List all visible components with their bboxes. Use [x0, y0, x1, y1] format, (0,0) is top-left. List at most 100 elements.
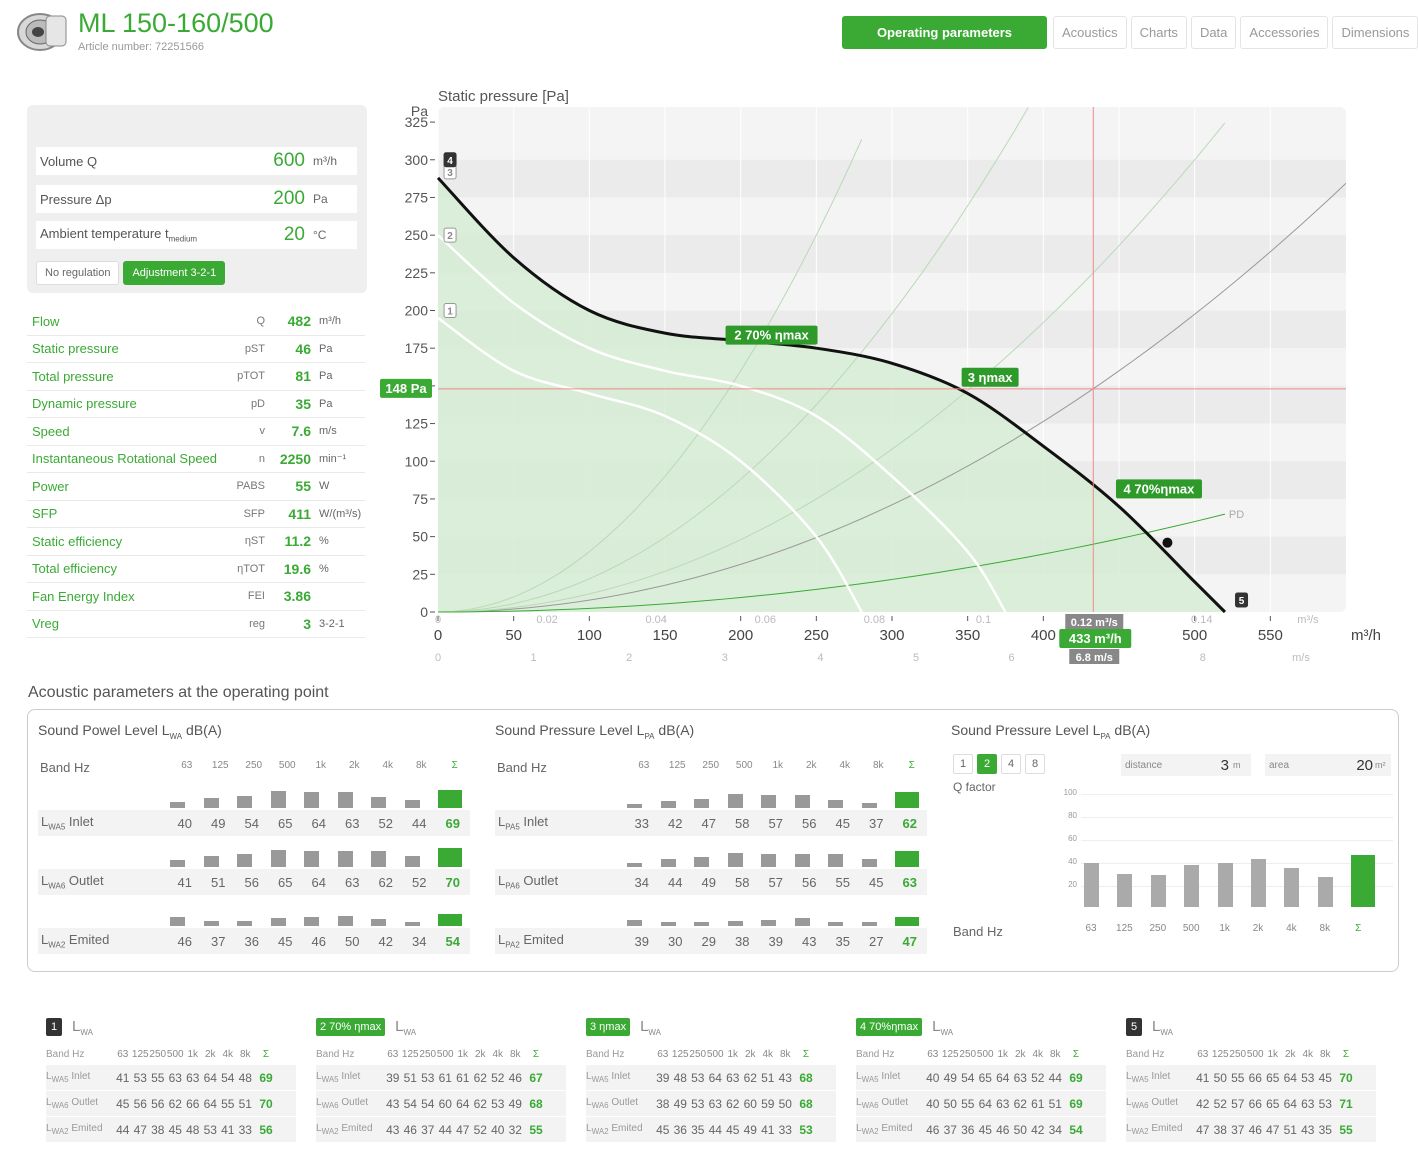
- curve-point-row: LWA6 Outlet 42 52 57 66 65 64 63 53 71: [1126, 1091, 1376, 1117]
- distance-field[interactable]: distance 3 m: [1121, 754, 1251, 776]
- y-tick-label: 75: [412, 491, 428, 507]
- band-label: 63: [181, 760, 193, 771]
- ambient-value[interactable]: 20: [283, 224, 305, 245]
- band-value: 54: [403, 1096, 417, 1111]
- curve-point-row: LWA2 Emited 45 36 35 44 45 49 41 33 53: [586, 1117, 836, 1143]
- param-symbol: PABS: [236, 480, 265, 493]
- band-value: 53: [1318, 1096, 1332, 1111]
- tab-accessories[interactable]: Accessories: [1240, 16, 1329, 49]
- q-factor-option[interactable]: 4: [1001, 754, 1021, 774]
- curve-point-header: 5 LWA: [1126, 1015, 1376, 1039]
- system-curve: [437, 122, 1226, 613]
- tab-acoustics[interactable]: Acoustics: [1053, 16, 1127, 49]
- band-label: Σ: [451, 760, 458, 771]
- band-label: 4k: [839, 760, 851, 771]
- level-bar: [727, 853, 743, 867]
- band-value: 64: [1283, 1096, 1297, 1111]
- pressure-value[interactable]: 200: [273, 188, 305, 209]
- level-value: 41: [177, 874, 192, 890]
- band-value: 52: [1031, 1070, 1045, 1085]
- param-unit: Pa: [319, 342, 333, 355]
- distance-value[interactable]: 3: [1220, 756, 1229, 774]
- param-value: 3: [303, 615, 311, 632]
- curve-point-badge: 4 70%ηmax: [856, 1018, 923, 1036]
- band-value: 63: [708, 1096, 722, 1111]
- band-value: 43: [386, 1122, 400, 1137]
- param-value: 2250: [279, 450, 311, 467]
- y-tick-label: 200: [405, 303, 429, 319]
- adjustment-button[interactable]: Adjustment 3-2-1: [123, 261, 226, 285]
- param-row: Static pressure pST 46 Pa: [27, 336, 365, 363]
- pd-curve: [437, 513, 1226, 613]
- volume-field[interactable]: Volume Q 600 m³/h: [36, 147, 357, 175]
- band-value: 61: [1031, 1096, 1045, 1111]
- level-bar: [237, 795, 252, 808]
- row-label: LPA5 Inlet: [498, 814, 548, 832]
- sum-value: 56: [259, 1122, 273, 1137]
- tab-data[interactable]: Data: [1190, 16, 1237, 49]
- level-value: 65: [278, 815, 293, 831]
- band-value: 62: [726, 1096, 740, 1111]
- band-value: 38: [656, 1096, 670, 1111]
- sum-value: 67: [529, 1070, 543, 1085]
- band-value: 49: [743, 1122, 757, 1137]
- param-label: Vreg: [32, 616, 59, 632]
- volume-value[interactable]: 600: [273, 150, 305, 171]
- sum-value: 54: [1069, 1122, 1083, 1137]
- q-factor-option[interactable]: 2: [977, 754, 997, 774]
- velocity-tick: 3: [722, 652, 728, 664]
- band-value: 41: [116, 1070, 130, 1085]
- label-ηmax-3-bg: [961, 367, 1019, 387]
- level-bar: [895, 916, 919, 926]
- no-regulation-button[interactable]: No regulation: [36, 261, 120, 285]
- level-value: 40: [177, 815, 192, 831]
- row-label: LWA6 Outlet: [46, 1097, 99, 1110]
- parameters-list: Flow Q 482 m³/h Static pressure pST 46 Pa Total …: [27, 308, 365, 638]
- sum-value: 69: [1069, 1070, 1083, 1085]
- level-value: 47: [701, 815, 716, 831]
- tab-dimensions[interactable]: Dimensions: [1332, 16, 1418, 49]
- level-sum: 62: [902, 815, 917, 831]
- band-value: 44: [1048, 1070, 1062, 1085]
- level-value: 39: [768, 933, 783, 949]
- param-unit: W: [319, 480, 330, 493]
- band-value: 55: [151, 1070, 165, 1085]
- band-value: 64: [1283, 1070, 1297, 1085]
- level-value: 34: [412, 933, 427, 949]
- band-value: 50: [943, 1096, 957, 1111]
- mini-band-label: Σ: [1355, 923, 1362, 934]
- ambient-temperature-field[interactable]: Ambient temperature tmedium 20 °C: [36, 221, 357, 249]
- pressure-field[interactable]: Pressure Δp 200 Pa: [36, 185, 357, 213]
- curve-point-header: 3 ηmax LWA: [586, 1015, 836, 1039]
- level-value: 27: [869, 933, 884, 949]
- param-symbol: ηTOT: [237, 562, 265, 575]
- band-value: 64: [996, 1070, 1010, 1085]
- area-value[interactable]: 20: [1356, 756, 1373, 774]
- level-value: 38: [735, 933, 750, 949]
- band-header-row: Band Hz 63 125 250 500 1k 2k 4k 8k Σ: [586, 1048, 810, 1060]
- area-field[interactable]: area 20 m²: [1265, 754, 1391, 776]
- band-value: 46: [403, 1122, 417, 1137]
- band-value: 53: [203, 1122, 217, 1137]
- fan-product-image: [16, 10, 68, 52]
- volume-unit: m³/h: [313, 154, 337, 168]
- level-bar: [861, 802, 877, 808]
- band-value: 47: [1266, 1122, 1280, 1137]
- curve-marker: 3: [447, 168, 453, 179]
- x-tick-label: 350: [955, 627, 980, 644]
- lwa-label: LWA: [395, 1017, 417, 1037]
- level-bar: [794, 853, 810, 867]
- q-factor-option[interactable]: 8: [1025, 754, 1045, 774]
- curve-point-badge: 2 70% ηmax: [316, 1018, 386, 1036]
- mini-y-tick: 20: [1068, 880, 1077, 889]
- level-bar: [203, 797, 219, 808]
- level-value: 52: [378, 815, 393, 831]
- tab-charts[interactable]: Charts: [1130, 16, 1187, 49]
- param-row: Speed v 7.6 m/s: [27, 418, 365, 446]
- level-bar: [304, 791, 319, 808]
- tab-operating-parameters[interactable]: Operating parameters: [842, 16, 1047, 49]
- curve-point-row: LWA6 Outlet 43 54 54 60 64 62 53 49 68: [316, 1091, 566, 1117]
- q-factor-option[interactable]: 1: [953, 754, 973, 774]
- band-value: 64: [456, 1096, 470, 1111]
- curve-point-table: 4 70%ηmax LWA Band Hz 63 125 250 500 1k 2k 4k 8k Σ L…: [856, 1015, 1106, 1143]
